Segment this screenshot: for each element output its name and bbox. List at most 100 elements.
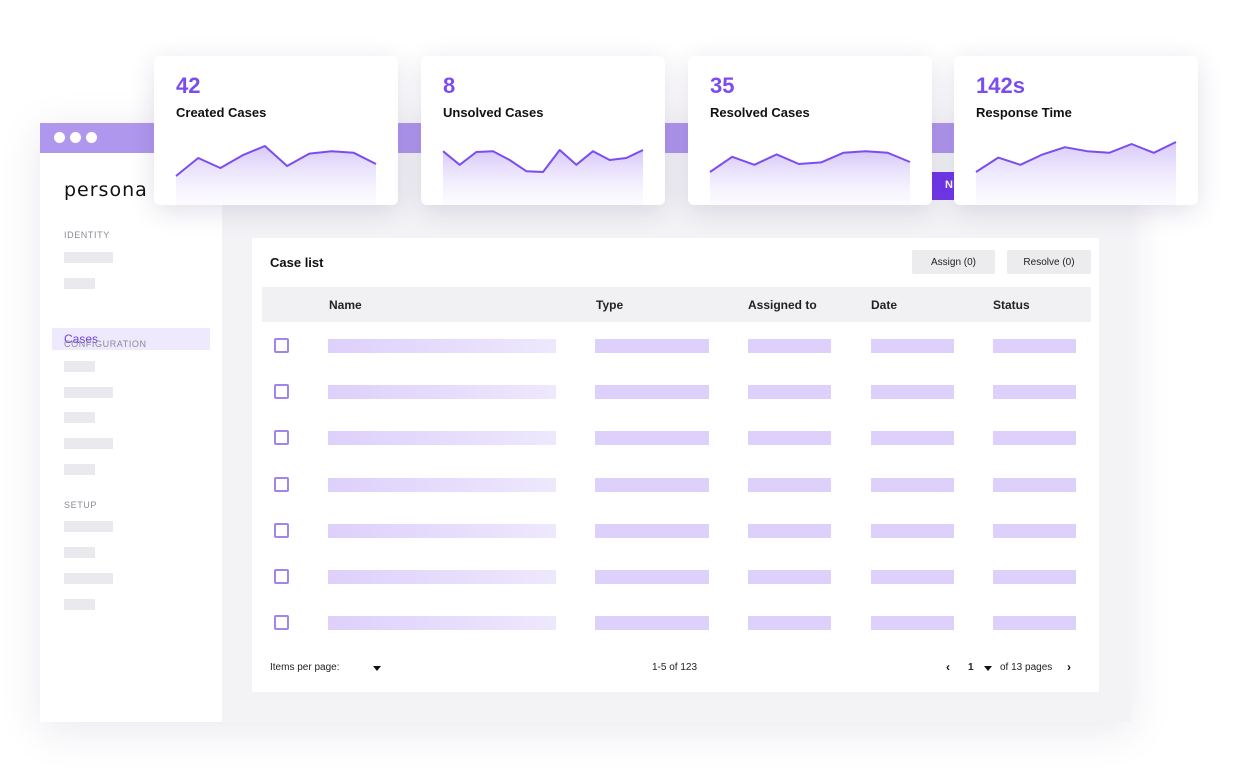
- date-cell: [871, 478, 954, 492]
- nav-item-placeholder[interactable]: [64, 361, 95, 372]
- stat-label: Resolved Cases: [710, 105, 810, 120]
- stat-label: Created Cases: [176, 105, 267, 120]
- nav-section-setup: SETUP: [64, 500, 98, 510]
- stat-value: 142s: [976, 73, 1025, 98]
- sidebar-item-label: Cases: [64, 332, 99, 346]
- nav-item-placeholder[interactable]: [64, 547, 95, 558]
- status-cell: [993, 524, 1076, 538]
- row-checkbox[interactable]: [274, 477, 289, 492]
- row-checkbox[interactable]: [274, 615, 289, 630]
- assigned-cell: [748, 524, 831, 538]
- status-cell: [993, 385, 1076, 399]
- table-row[interactable]: [262, 383, 1091, 429]
- nav-section-configuration: CONFIGURATION: [64, 339, 147, 349]
- nav-item-placeholder[interactable]: [64, 252, 113, 263]
- persona-logo: persona: [64, 179, 148, 201]
- row-checkbox[interactable]: [274, 384, 289, 399]
- date-cell: [871, 431, 954, 445]
- assigned-cell: [748, 339, 831, 353]
- assigned-cell: [748, 570, 831, 584]
- name-cell: [328, 524, 556, 538]
- type-cell: [595, 478, 709, 492]
- table-row[interactable]: [262, 429, 1091, 475]
- column-header-assigned-to[interactable]: Assigned to: [748, 298, 817, 312]
- window-controls: [54, 132, 97, 143]
- table-row[interactable]: [262, 337, 1091, 383]
- type-cell: [595, 431, 709, 445]
- row-checkbox[interactable]: [274, 569, 289, 584]
- caret-down-icon: [373, 665, 381, 671]
- chevron-right-icon[interactable]: ›: [1067, 660, 1071, 674]
- nav-item-placeholder[interactable]: [64, 573, 113, 584]
- nav-item-placeholder[interactable]: [64, 412, 95, 423]
- date-cell: [871, 339, 954, 353]
- caret-down-icon: [984, 665, 992, 671]
- type-cell: [595, 385, 709, 399]
- sparkline-area: [176, 146, 376, 205]
- name-cell: [328, 478, 556, 492]
- date-cell: [871, 570, 954, 584]
- sparkline-area: [443, 150, 643, 205]
- assigned-cell: [748, 616, 831, 630]
- type-cell: [595, 570, 709, 584]
- sparkline-line: [975, 141, 1177, 173]
- nav-item-placeholder[interactable]: [64, 599, 95, 610]
- name-cell: [328, 616, 556, 630]
- sparkline-line: [442, 149, 644, 173]
- stat-card-unsolved-cases[interactable]: 8 Unsolved Cases: [421, 56, 665, 205]
- nav-item-placeholder[interactable]: [64, 521, 113, 532]
- current-page[interactable]: 1: [968, 662, 974, 673]
- stat-value: 42: [176, 73, 201, 98]
- nav-item-placeholder[interactable]: [64, 464, 95, 475]
- nav-item-placeholder[interactable]: [64, 278, 95, 289]
- status-cell: [993, 478, 1076, 492]
- window-maximize-dot[interactable]: [86, 132, 97, 143]
- sparkline-line: [175, 145, 377, 177]
- table-row[interactable]: [262, 568, 1091, 614]
- stat-card-response-time[interactable]: 142s Response Time: [954, 56, 1198, 205]
- range-label: 1-5 of 123: [652, 662, 698, 673]
- stat-card-created-cases[interactable]: 42 Created Cases: [154, 56, 398, 205]
- sparkline-area: [710, 151, 910, 205]
- name-cell: [328, 339, 556, 353]
- name-cell: [328, 431, 556, 445]
- stat-value: 35: [710, 73, 735, 98]
- chevron-left-icon[interactable]: ‹: [946, 660, 950, 674]
- row-checkbox[interactable]: [274, 430, 289, 445]
- stat-label: Response Time: [976, 105, 1072, 120]
- assign-button[interactable]: Assign (0): [912, 250, 995, 274]
- resolve-button[interactable]: Resolve (0): [1007, 250, 1091, 274]
- pages-label: of 13 pages: [1000, 662, 1053, 673]
- column-header-status[interactable]: Status: [993, 298, 1030, 312]
- window-close-dot[interactable]: [54, 132, 65, 143]
- assigned-cell: [748, 478, 831, 492]
- items-per-page-label: Items per page:: [270, 662, 340, 673]
- items-per-page-select[interactable]: [373, 663, 381, 674]
- column-header-name[interactable]: Name: [329, 298, 362, 312]
- window-minimize-dot[interactable]: [70, 132, 81, 143]
- assigned-cell: [748, 431, 831, 445]
- nav-section-identity: IDENTITY: [64, 230, 110, 240]
- status-cell: [993, 616, 1076, 630]
- sidebar: persona IDENTITY Cases CONFIGURATION SET…: [40, 153, 222, 722]
- column-header-date[interactable]: Date: [871, 298, 898, 312]
- table-row[interactable]: [262, 476, 1091, 522]
- sidebar-item-cases[interactable]: Cases: [52, 328, 210, 350]
- nav-item-placeholder[interactable]: [64, 438, 113, 449]
- table-row[interactable]: [262, 522, 1091, 568]
- nav-item-placeholder[interactable]: [64, 387, 113, 398]
- page-select[interactable]: [984, 663, 992, 674]
- stat-card-resolved-cases[interactable]: 35 Resolved Cases: [688, 56, 932, 205]
- assigned-cell: [748, 385, 831, 399]
- table-row[interactable]: [262, 614, 1091, 660]
- status-cell: [993, 339, 1076, 353]
- sparkline-chart: [175, 145, 377, 205]
- row-checkbox[interactable]: [274, 338, 289, 353]
- date-cell: [871, 616, 954, 630]
- status-cell: [993, 570, 1076, 584]
- stat-value: 8: [443, 73, 456, 98]
- name-cell: [328, 570, 556, 584]
- case-list-panel: Case list Assign (0) Resolve (0) Name Ty…: [252, 238, 1099, 692]
- column-header-type[interactable]: Type: [596, 298, 624, 312]
- row-checkbox[interactable]: [274, 523, 289, 538]
